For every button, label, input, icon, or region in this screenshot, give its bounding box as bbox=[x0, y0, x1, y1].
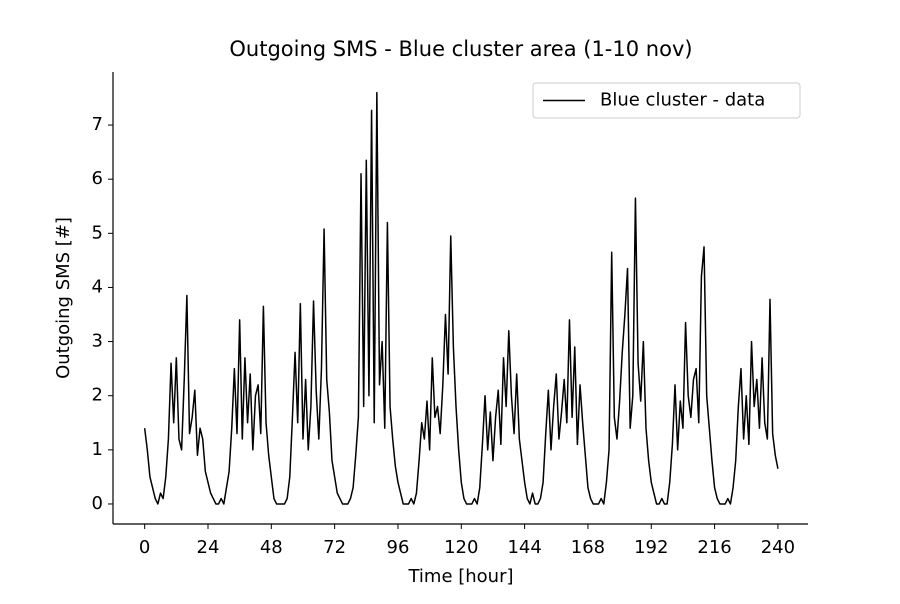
x-tick-label: 120 bbox=[444, 537, 478, 558]
x-tick-label: 216 bbox=[697, 537, 731, 558]
x-tick-label: 0 bbox=[139, 537, 150, 558]
x-tick-label: 144 bbox=[507, 537, 541, 558]
x-tick-label: 48 bbox=[260, 537, 283, 558]
y-tick-label: 6 bbox=[92, 168, 103, 189]
x-tick-label: 96 bbox=[387, 537, 410, 558]
chart-title: Outgoing SMS - Blue cluster area (1-10 n… bbox=[229, 37, 692, 61]
y-tick-label: 1 bbox=[92, 439, 103, 460]
y-tick-label: 2 bbox=[92, 385, 103, 406]
y-tick-label: 7 bbox=[92, 114, 103, 135]
x-axis-label: Time [hour] bbox=[407, 566, 513, 587]
x-tick-label: 192 bbox=[634, 537, 668, 558]
x-tick-label: 72 bbox=[323, 537, 346, 558]
y-tick-label: 5 bbox=[92, 222, 103, 243]
y-tick-label: 4 bbox=[92, 276, 103, 297]
y-axis-label: Outgoing SMS [#] bbox=[53, 217, 74, 379]
x-tick-label: 168 bbox=[571, 537, 605, 558]
legend-label: Blue cluster - data bbox=[600, 90, 765, 111]
legend-box bbox=[532, 82, 801, 119]
data-line bbox=[143, 91, 779, 505]
y-tick-label: 0 bbox=[92, 493, 103, 514]
x-tick-label: 24 bbox=[197, 537, 220, 558]
x-tick-label: 240 bbox=[761, 537, 795, 558]
y-tick-label: 3 bbox=[92, 331, 103, 352]
